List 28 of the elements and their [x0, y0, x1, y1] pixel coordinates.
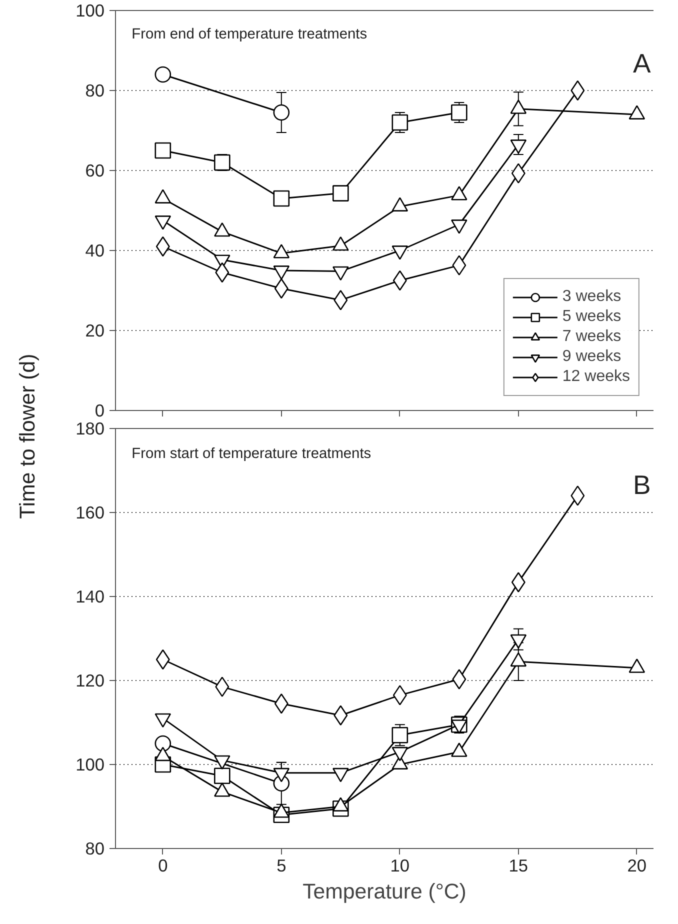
- legend-label: 12 weeks: [562, 368, 630, 386]
- y-tick-label: 160: [76, 502, 105, 522]
- legend-label: 3 weeks: [562, 288, 622, 306]
- y-tick-label: 60: [85, 160, 105, 180]
- x-tick-label: 15: [508, 856, 528, 876]
- y-tick-label: 100: [76, 754, 105, 774]
- y-tick-label: 80: [85, 838, 105, 858]
- x-axis-title: Temperature (°C): [302, 880, 466, 904]
- y-tick-label: 0: [94, 400, 105, 420]
- legend-label: 5 weeks: [562, 308, 622, 326]
- y-tick-label: 120: [76, 670, 105, 690]
- x-tick-label: 10: [390, 856, 410, 876]
- y-tick-label: 180: [76, 418, 105, 438]
- y-tick-label: 140: [76, 586, 105, 606]
- y-tick-label: 100: [76, 0, 105, 20]
- y-tick-label: 20: [85, 320, 105, 340]
- y-tick-label: 80: [85, 80, 105, 100]
- y-axis-title: Time to flower (d): [16, 354, 40, 519]
- annotation: From end of temperature treatments: [132, 26, 368, 42]
- annotation: B: [633, 470, 651, 500]
- annotation: A: [633, 48, 652, 78]
- x-tick-label: 0: [158, 856, 168, 876]
- annotation: From start of temperature treatments: [132, 446, 372, 462]
- y-tick-label: 40: [85, 240, 105, 260]
- x-tick-label: 20: [627, 856, 647, 876]
- x-tick-label: 5: [276, 856, 286, 876]
- legend-label: 7 weeks: [562, 328, 622, 346]
- legend-label: 9 weeks: [562, 348, 622, 366]
